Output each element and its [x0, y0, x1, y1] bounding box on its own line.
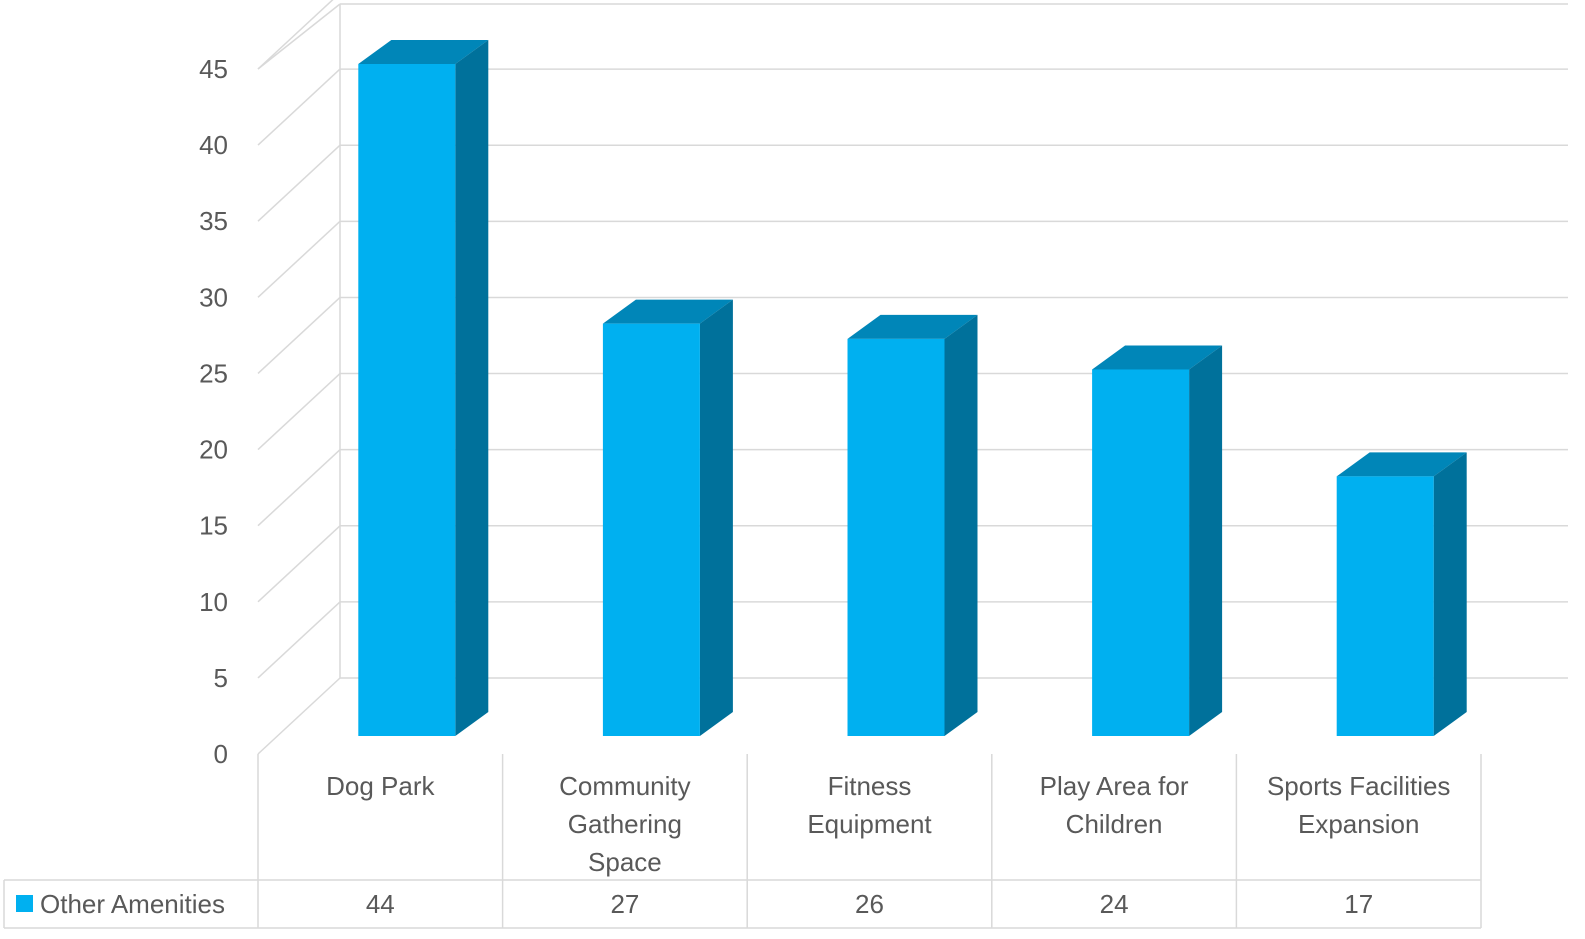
bar-side: [1189, 345, 1223, 736]
y-tick-label: 45: [199, 54, 228, 84]
x-category-label: Play Area for Children: [1040, 771, 1189, 839]
gridline-diagonal: [257, 220, 341, 298]
y-tick-label: 10: [199, 587, 228, 617]
gridline-diagonal-top: [257, 3, 341, 70]
data-table-value: 27: [610, 889, 639, 919]
bar-side: [1433, 452, 1467, 736]
y-tick-label: 20: [199, 435, 228, 465]
data-table-value: 17: [1344, 889, 1373, 919]
bars: [358, 40, 1467, 736]
x-category-label: Community Gathering Space: [559, 771, 690, 877]
y-tick-label: 30: [199, 282, 228, 312]
bar-side: [455, 40, 489, 736]
y-tick-label: 40: [199, 130, 228, 160]
bar-front: [602, 323, 700, 736]
bar: [1336, 452, 1467, 736]
bar: [847, 314, 978, 736]
gridline-diagonal: [257, 0, 334, 70]
y-tick-label: 25: [199, 358, 228, 388]
gridline-diagonal: [257, 68, 341, 146]
bar: [602, 299, 733, 736]
bar-front: [847, 338, 945, 736]
bar-top: [1336, 452, 1467, 477]
y-tick-label: 35: [199, 206, 228, 236]
x-category-label: Sports Facilities Expansion: [1267, 771, 1451, 839]
bar-side: [699, 299, 733, 736]
x-category-label: Fitness Equipment: [807, 771, 932, 839]
bar: [358, 40, 489, 736]
gridline-diagonal: [257, 144, 341, 222]
y-axis-ticks: 0 5 10 15 20 25 30 35 40 45: [199, 54, 228, 769]
gridline-diagonal: [257, 296, 341, 374]
bar-top: [1092, 345, 1223, 370]
bar: [1092, 345, 1223, 736]
bar-front: [1092, 369, 1190, 736]
gridline-diagonal: [257, 677, 341, 755]
gridline-diagonal: [257, 525, 341, 603]
bar-side: [944, 314, 978, 736]
gridline-diagonal: [257, 373, 341, 451]
y-tick-label: 5: [214, 663, 228, 693]
y-tick-label: 15: [199, 511, 228, 541]
bar-front: [358, 64, 456, 736]
bar-top: [358, 40, 489, 64]
data-table: Dog Park Community Gathering Space Fitness Eq…: [3, 754, 1482, 929]
bar-top: [602, 299, 733, 324]
data-table-value: 24: [1100, 889, 1129, 919]
legend-swatch: [16, 895, 33, 912]
legend-series-name: Other Amenities: [40, 889, 225, 919]
data-table-value: 26: [855, 889, 884, 919]
bar-top: [847, 314, 978, 339]
y-tick-label: 0: [214, 739, 228, 769]
data-table-value: 44: [366, 889, 395, 919]
gridline-diagonal: [257, 601, 341, 679]
gridline-diagonal: [257, 449, 341, 527]
x-category-label: Dog Park: [326, 771, 435, 801]
bar-front: [1336, 476, 1434, 736]
